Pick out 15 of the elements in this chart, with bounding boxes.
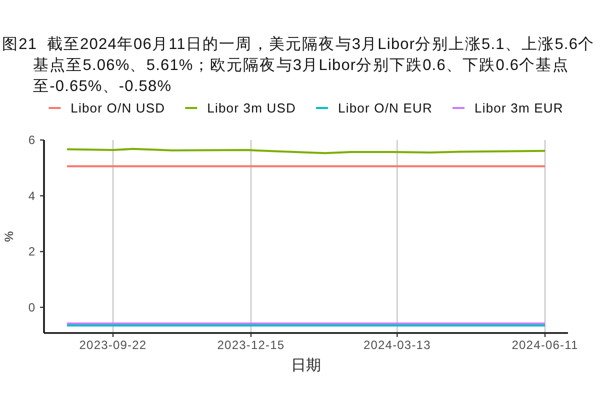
legend-label: Libor O/N EUR bbox=[338, 100, 432, 116]
y-axis-title: % bbox=[2, 230, 16, 242]
chart-title: 图21 截至2024年06月11日的一周，美元隔夜与3月Libor分别上涨5.1、上涨5.6个基点至5.06%、5.61%；欧元隔夜与3月Libor分别下跌0.6、下跌0.6个基点至-0.65%、-0.58% bbox=[2, 34, 596, 97]
legend-label: Libor O/N USD bbox=[70, 100, 166, 116]
y-tick-label: 2 bbox=[28, 244, 36, 259]
y-tick-label: 0 bbox=[28, 300, 36, 314]
legend-label: Libor 3m USD bbox=[207, 100, 296, 116]
x-tick-label: 2023-09-22 bbox=[79, 338, 147, 352]
y-tick-label: 4 bbox=[28, 188, 36, 203]
x-tick-label: 2023-12-15 bbox=[217, 338, 285, 352]
y-tick-label: 6 bbox=[28, 133, 36, 147]
x-tick-label: 2024-03-13 bbox=[363, 338, 431, 352]
legend-label: Libor 3m EUR bbox=[474, 100, 564, 116]
x-axis-title: 日期 bbox=[291, 357, 321, 374]
x-tick-label: 2024-06-11 bbox=[512, 338, 578, 352]
